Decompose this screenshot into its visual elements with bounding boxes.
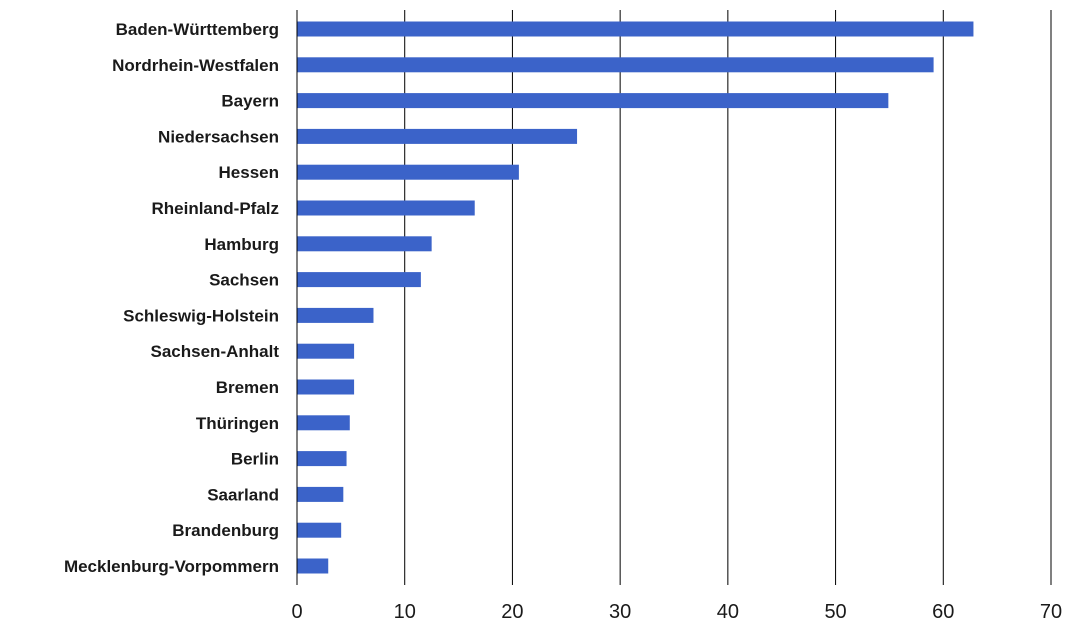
bar bbox=[297, 558, 329, 574]
x-tick-label: 10 bbox=[394, 601, 416, 622]
x-tick-label: 20 bbox=[501, 601, 523, 622]
bar bbox=[297, 486, 344, 502]
category-label: Schleswig-Holstein bbox=[123, 306, 279, 325]
bar bbox=[297, 236, 432, 252]
category-label: Niedersachsen bbox=[158, 127, 279, 146]
x-tick-label: 60 bbox=[932, 601, 954, 622]
bar bbox=[297, 272, 421, 288]
category-label: Bremen bbox=[216, 378, 279, 397]
category-label: Bayern bbox=[221, 92, 279, 111]
category-label: Sachsen-Anhalt bbox=[151, 342, 280, 361]
bar bbox=[297, 522, 342, 538]
bar bbox=[297, 379, 355, 395]
tick-labels: 0 10 20 30 40 50 60 70 bbox=[291, 601, 1062, 622]
category-labels: Baden-Württemberg Nordrhein-Westfalen Baye… bbox=[64, 20, 279, 576]
category-label: Hessen bbox=[219, 163, 279, 182]
category-label: Rheinland-Pfalz bbox=[151, 199, 279, 218]
x-tick-label: 0 bbox=[291, 601, 302, 622]
bar bbox=[297, 343, 355, 359]
bar bbox=[297, 164, 519, 180]
category-label: Hamburg bbox=[204, 235, 279, 254]
bar bbox=[297, 57, 934, 73]
bars bbox=[297, 21, 974, 574]
bar bbox=[297, 307, 374, 323]
category-label: Berlin bbox=[231, 450, 279, 469]
x-tick-label: 70 bbox=[1040, 601, 1062, 622]
bar bbox=[297, 128, 578, 144]
category-label: Nordrhein-Westfalen bbox=[112, 56, 279, 75]
category-label: Mecklenburg-Vorpommern bbox=[64, 557, 279, 576]
x-tick-label: 50 bbox=[824, 601, 846, 622]
x-tick-label: 30 bbox=[609, 601, 631, 622]
bar bbox=[297, 200, 475, 216]
bar bbox=[297, 451, 347, 467]
bar bbox=[297, 93, 889, 109]
category-label: Brandenburg bbox=[172, 521, 279, 540]
bar bbox=[297, 21, 974, 37]
category-label: Baden-Württemberg bbox=[116, 20, 279, 39]
category-label: Sachsen bbox=[209, 271, 279, 290]
bar bbox=[297, 415, 350, 431]
category-label: Thüringen bbox=[196, 414, 279, 433]
category-label: Saarland bbox=[207, 485, 279, 504]
x-tick-label: 40 bbox=[717, 601, 739, 622]
